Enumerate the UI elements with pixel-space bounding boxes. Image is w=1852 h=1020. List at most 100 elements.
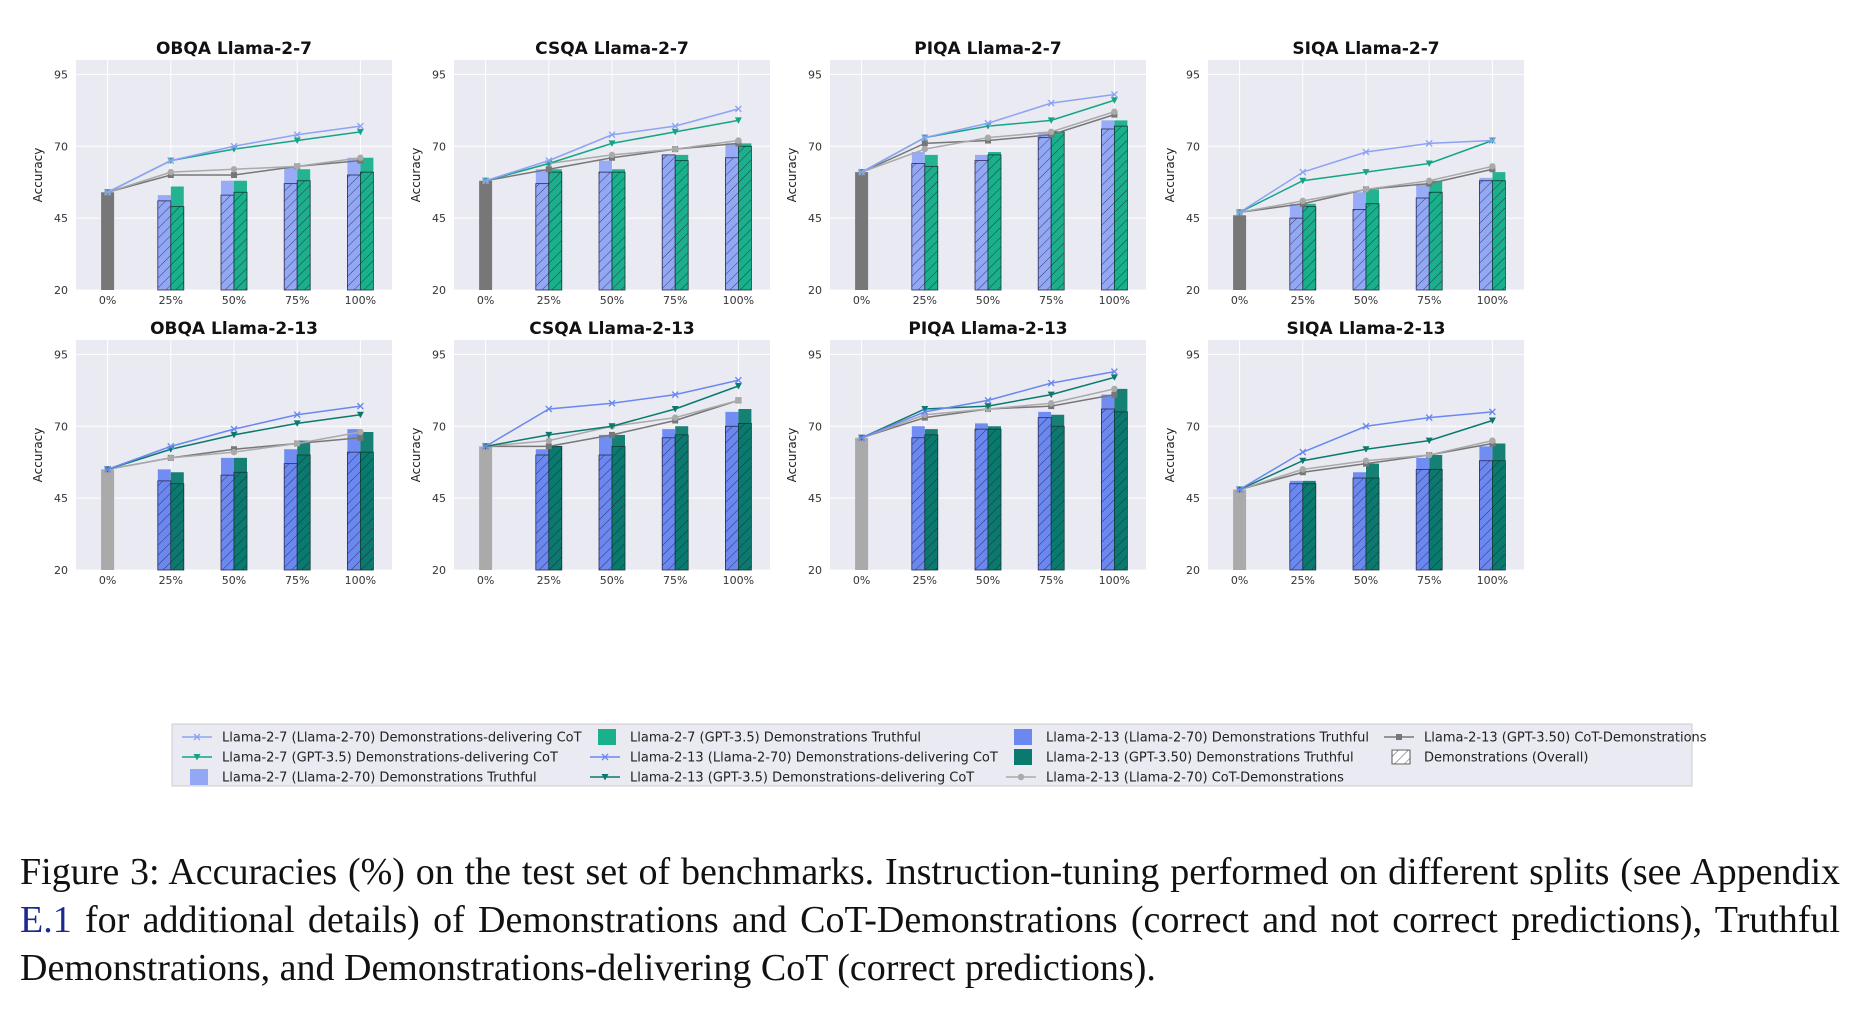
- bar-demonstrations-hatch: [1479, 460, 1493, 570]
- bar-demonstrations-hatch: [1302, 483, 1316, 570]
- point-marker: [921, 408, 929, 416]
- point-marker: [1111, 391, 1118, 398]
- bar-demonstrations-hatch: [738, 423, 752, 570]
- point-marker: [921, 134, 929, 142]
- point-marker: [357, 428, 364, 436]
- bar-demonstrations-hatch: [535, 455, 549, 570]
- x-tick-label: 25%: [537, 294, 561, 307]
- x-tick-label: 0%: [477, 294, 494, 307]
- bar-demonstrations-hatch: [360, 452, 374, 570]
- legend-marker: [601, 753, 609, 761]
- point-marker: [1362, 148, 1370, 156]
- point-marker: [104, 465, 112, 473]
- y-tick-label: 70: [808, 420, 822, 433]
- point-marker: [1111, 385, 1118, 393]
- y-axis-label: Accuracy: [1163, 148, 1177, 203]
- point-marker: [357, 434, 364, 441]
- chart-panel: 20 45 70 95 0% 25% 50% 75% 100% PIQA Llama-2-13 Ac…: [785, 319, 1146, 587]
- bar-baseline: [1233, 489, 1247, 570]
- bar-demonstrations-hatch: [1051, 131, 1065, 290]
- point-marker: [671, 128, 679, 136]
- y-tick-label: 95: [1186, 68, 1200, 81]
- y-tick-label: 70: [808, 140, 822, 153]
- point-marker: [293, 420, 301, 427]
- bar-demonstrations-hatch: [924, 434, 938, 570]
- y-tick-label: 45: [808, 492, 822, 505]
- bar-demonstrations-hatch: [725, 426, 739, 570]
- point-marker: [1425, 437, 1433, 445]
- point-marker: [356, 411, 364, 419]
- point-marker: [735, 137, 742, 144]
- point-marker: [734, 383, 742, 390]
- legend-marker: [193, 754, 201, 761]
- bar-demonstrations-hatch: [975, 429, 988, 570]
- x-tick-label: 100%: [1477, 574, 1508, 587]
- point-marker: [1047, 379, 1055, 387]
- point-marker: [230, 448, 238, 456]
- chart-title: OBQA Llama-2-13: [150, 319, 318, 339]
- chart-panel: 20 45 70 95 0% 25% 50% 75% 100% OBQA Llama-2-7 Acc…: [31, 39, 392, 307]
- x-tick-label: 100%: [1099, 574, 1130, 587]
- point-marker: [984, 396, 992, 404]
- y-tick-label: 95: [54, 68, 68, 81]
- point-marker: [545, 166, 552, 173]
- x-tick-label: 75%: [1417, 294, 1441, 307]
- point-marker: [1110, 91, 1118, 98]
- x-tick-label: 25%: [1291, 294, 1315, 307]
- point-marker: [1110, 97, 1118, 104]
- bar-demonstrations-hatch: [911, 163, 925, 290]
- legend-label: Llama-2-7 (Llama-2-70) Demonstrations-de…: [222, 731, 582, 746]
- chart-panel: 20 45 70 95 0% 25% 50% 75% 100% CSQA Llama-2-13 Ac…: [409, 319, 770, 587]
- legend-swatch-deliv_gpt_7: [182, 754, 212, 761]
- bar-demonstrations-hatch: [911, 437, 925, 570]
- bar-demonstrations-hatch: [1038, 137, 1052, 290]
- x-tick-label: 75%: [1417, 574, 1441, 587]
- y-tick-label: 20: [432, 284, 446, 297]
- y-tick-label: 20: [54, 284, 68, 297]
- bar-demonstrations-hatch: [988, 154, 1001, 290]
- legend-label: Llama-2-13 (Llama-2-70) CoT-Demonstratio…: [1046, 771, 1344, 786]
- bar-baseline: [1233, 215, 1247, 290]
- point-marker: [608, 423, 616, 430]
- point-marker: [482, 442, 490, 450]
- legend-swatch-demo_overall: [1391, 749, 1411, 765]
- legend-patch: [1014, 749, 1032, 765]
- bar-demonstrations-hatch: [1366, 203, 1379, 290]
- x-tick-label: 75%: [663, 574, 687, 587]
- point-marker: [545, 431, 553, 439]
- bar-demonstrations-hatch: [157, 480, 171, 570]
- point-marker: [1299, 457, 1307, 465]
- x-tick-label: 75%: [285, 574, 309, 587]
- point-marker: [293, 411, 301, 419]
- point-marker: [167, 442, 175, 450]
- y-tick-label: 20: [54, 564, 68, 577]
- bar-demonstrations-hatch: [1302, 206, 1316, 290]
- y-axis-label: Accuracy: [409, 148, 423, 203]
- chart-panel: 20 45 70 95 0% 25% 50% 75% 100% OBQA Llama-2-13 Ac…: [31, 319, 392, 587]
- x-tick-label: 50%: [976, 294, 1000, 307]
- x-tick-label: 50%: [600, 574, 624, 587]
- y-tick-label: 95: [808, 348, 822, 361]
- bar-baseline: [101, 469, 115, 570]
- chart-title: SIQA Llama-2-13: [1286, 319, 1445, 339]
- point-marker: [984, 119, 992, 127]
- bar-demonstrations-hatch: [548, 446, 562, 570]
- appendix-link[interactable]: E.1: [20, 899, 72, 941]
- x-tick-label: 25%: [159, 294, 183, 307]
- legend-label: Llama-2-13 (Llama-2-70) Demonstrations T…: [1046, 731, 1369, 746]
- y-tick-label: 20: [1186, 564, 1200, 577]
- point-marker: [1236, 208, 1244, 216]
- bar-demonstrations-hatch: [1289, 483, 1303, 570]
- point-marker: [1111, 108, 1118, 115]
- figure: 20 45 70 95 0% 25% 50% 75% 100% OBQA Llama-2-7 Acc…: [31, 39, 1707, 787]
- point-marker: [858, 434, 866, 442]
- bar-demonstrations-hatch: [221, 475, 234, 570]
- y-tick-label: 95: [1186, 348, 1200, 361]
- point-marker: [858, 168, 866, 176]
- x-tick-label: 100%: [723, 574, 754, 587]
- point-marker: [1488, 417, 1496, 424]
- point-marker: [735, 397, 742, 404]
- point-marker: [672, 145, 679, 153]
- legend-label: Llama-2-7 (Llama-2-70) Demonstrations Tr…: [222, 771, 537, 786]
- point-marker: [167, 168, 174, 176]
